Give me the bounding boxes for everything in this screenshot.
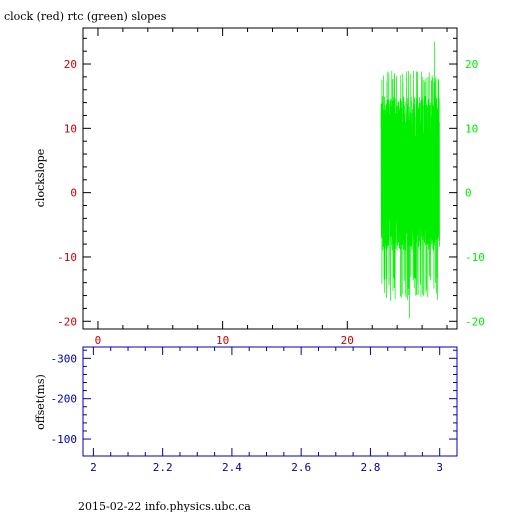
x-tick-label: 0	[95, 334, 102, 347]
right-y-tick-label: -20	[465, 315, 485, 328]
offset-x-tick-label: 2.8	[360, 461, 380, 474]
right-y-tick-label: 20	[465, 58, 478, 71]
bottom-x-axis: 2 2.2 2.4 2.6 2.8 3	[90, 347, 458, 474]
bottom-ylabel: offset(ms)	[34, 374, 47, 430]
right-y-tick-label: 10	[465, 122, 478, 135]
footer-credit: 2015-02-22 info.physics.ubc.ca	[78, 500, 251, 512]
top-plot-frame	[82, 27, 458, 330]
top-left-axis: -20 -10 0 10 20	[57, 37, 91, 328]
top-panel: -20 -10 0 10 20 -20 -10 0 10 20 0 10 20 clockslope	[34, 27, 485, 347]
left-y-tick-label: -20	[57, 315, 77, 328]
right-y-tick-label: 0	[465, 187, 472, 200]
top-right-axis: -20 -10 0 10 20	[449, 37, 485, 328]
offset-y-tick-label: -200	[51, 393, 78, 406]
rtc-slope-series	[380, 41, 440, 319]
offset-x-tick-label: 2.2	[153, 461, 173, 474]
top-ylabel: clockslope	[34, 149, 47, 207]
offset-x-tick-label: 2.4	[222, 461, 242, 474]
left-y-tick-label: 0	[70, 187, 77, 200]
x-tick-label: 10	[216, 334, 229, 347]
right-y-tick-label: -10	[465, 251, 485, 264]
x-tick-label: 20	[341, 334, 354, 347]
left-y-tick-label: 10	[64, 122, 77, 135]
offset-x-tick-label: 3	[436, 461, 443, 474]
top-x-axis: 0 10 20	[95, 28, 448, 347]
left-y-tick-label: -10	[57, 251, 77, 264]
offset-x-tick-label: 2.6	[291, 461, 311, 474]
bottom-plot-frame	[82, 346, 458, 457]
offset-y-tick-label: -300	[51, 352, 78, 365]
left-y-tick-label: 20	[64, 58, 77, 71]
offset-y-tick-label: -100	[51, 433, 78, 446]
bottom-panel: -300 -200 -100 2 2.2 2.4 2.6 2.8 3 offset(ms)	[34, 346, 458, 474]
offset-x-tick-label: 2	[90, 461, 97, 474]
bottom-y-axis: -300 -200 -100	[51, 349, 457, 446]
chart-title: clock (red) rtc (green) slopes	[4, 10, 167, 23]
